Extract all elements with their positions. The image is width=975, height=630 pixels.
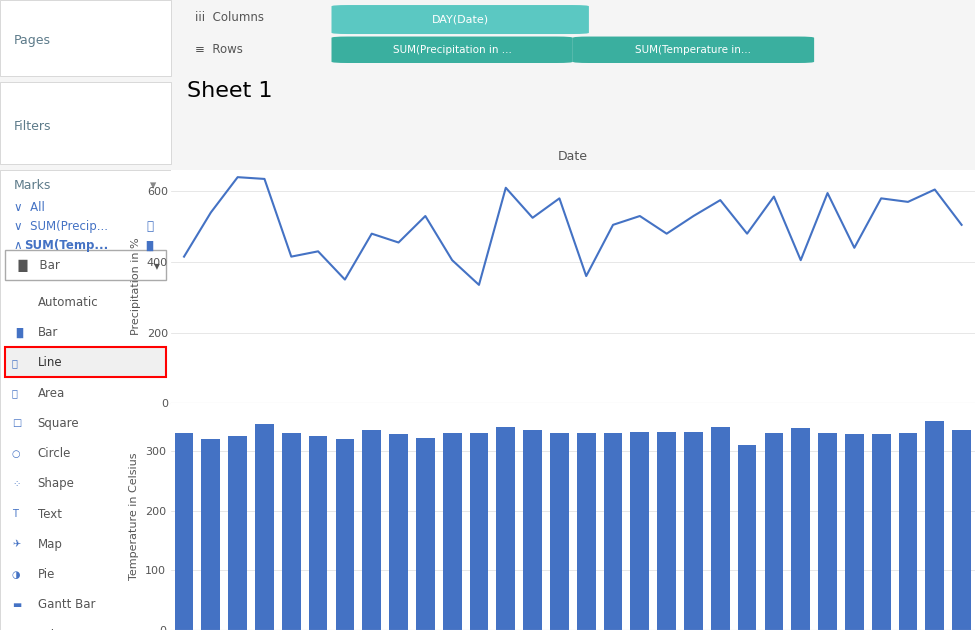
Text: Bar: Bar: [37, 326, 58, 339]
Bar: [309, 436, 328, 630]
Text: Marks: Marks: [14, 180, 51, 192]
Bar: [792, 428, 810, 630]
Text: ▬: ▬: [12, 600, 21, 610]
Text: ▐▌  Bar: ▐▌ Bar: [14, 259, 59, 272]
Text: ○: ○: [12, 449, 20, 459]
Y-axis label: Temperature in Celsius: Temperature in Celsius: [129, 453, 139, 580]
Text: ✈: ✈: [12, 539, 20, 549]
FancyBboxPatch shape: [0, 170, 171, 630]
Bar: [175, 433, 193, 630]
Text: Circle: Circle: [37, 447, 71, 460]
Text: ▐▌: ▐▌: [142, 241, 158, 251]
Text: Pages: Pages: [14, 35, 51, 47]
Bar: [282, 433, 300, 630]
Text: T: T: [12, 509, 18, 519]
Text: ∨  All: ∨ All: [14, 202, 45, 214]
FancyBboxPatch shape: [5, 250, 166, 280]
FancyBboxPatch shape: [573, 37, 814, 63]
Text: Line: Line: [37, 357, 62, 369]
Bar: [577, 433, 596, 630]
Bar: [631, 432, 649, 630]
Bar: [818, 433, 837, 630]
FancyBboxPatch shape: [5, 347, 166, 377]
Bar: [524, 430, 542, 630]
Text: Filters: Filters: [14, 120, 51, 132]
Bar: [255, 424, 274, 630]
Bar: [443, 433, 461, 630]
Text: Pie: Pie: [37, 568, 55, 581]
Text: ∧: ∧: [14, 239, 30, 252]
Text: ▾: ▾: [150, 180, 156, 192]
Text: Square: Square: [37, 417, 79, 430]
Text: DAY(Date): DAY(Date): [432, 14, 488, 25]
Text: □: □: [12, 418, 21, 428]
Bar: [363, 430, 381, 630]
Text: Gantt Bar: Gantt Bar: [37, 598, 95, 611]
Text: ▾: ▾: [154, 259, 160, 272]
Text: iii  Columns: iii Columns: [195, 11, 264, 24]
Text: Shape: Shape: [37, 478, 74, 490]
Bar: [872, 434, 890, 630]
Bar: [711, 427, 729, 630]
Text: ▐▌: ▐▌: [12, 328, 27, 338]
Text: ⁘: ⁘: [12, 479, 20, 489]
Text: Sheet 1: Sheet 1: [187, 81, 272, 101]
Bar: [899, 433, 917, 630]
Bar: [228, 436, 247, 630]
Bar: [845, 434, 864, 630]
FancyBboxPatch shape: [332, 37, 573, 63]
Text: SUM(Temperature in...: SUM(Temperature in...: [636, 45, 752, 55]
Text: SUM(Precipitation in ...: SUM(Precipitation in ...: [393, 45, 512, 55]
Text: ≡  Rows: ≡ Rows: [195, 43, 243, 55]
Bar: [202, 439, 220, 630]
FancyBboxPatch shape: [332, 5, 589, 34]
Text: Date: Date: [558, 151, 588, 163]
Text: SUM(Temp...: SUM(Temp...: [24, 239, 108, 252]
Text: Automatic: Automatic: [37, 296, 98, 309]
Text: Area: Area: [37, 387, 64, 399]
Bar: [389, 434, 408, 630]
FancyBboxPatch shape: [0, 82, 171, 164]
Bar: [953, 430, 971, 630]
Bar: [335, 439, 354, 630]
Bar: [496, 427, 515, 630]
Text: Text: Text: [37, 508, 61, 520]
Bar: [684, 432, 703, 630]
Text: ∨  SUM(Precip...: ∨ SUM(Precip...: [14, 220, 107, 233]
Bar: [470, 433, 488, 630]
Bar: [925, 421, 944, 630]
Text: ～: ～: [12, 358, 18, 368]
Text: ⌒: ⌒: [12, 388, 18, 398]
Bar: [416, 438, 435, 630]
Text: ～: ～: [146, 220, 154, 233]
FancyBboxPatch shape: [0, 0, 171, 76]
Bar: [738, 445, 757, 630]
Bar: [604, 433, 622, 630]
Text: Polygon: Polygon: [37, 629, 84, 630]
Text: Map: Map: [37, 538, 62, 551]
Text: ◑: ◑: [12, 570, 20, 580]
Bar: [657, 432, 676, 630]
Bar: [550, 433, 568, 630]
Bar: [764, 433, 783, 630]
Y-axis label: Precipitation in %: Precipitation in %: [132, 238, 141, 335]
